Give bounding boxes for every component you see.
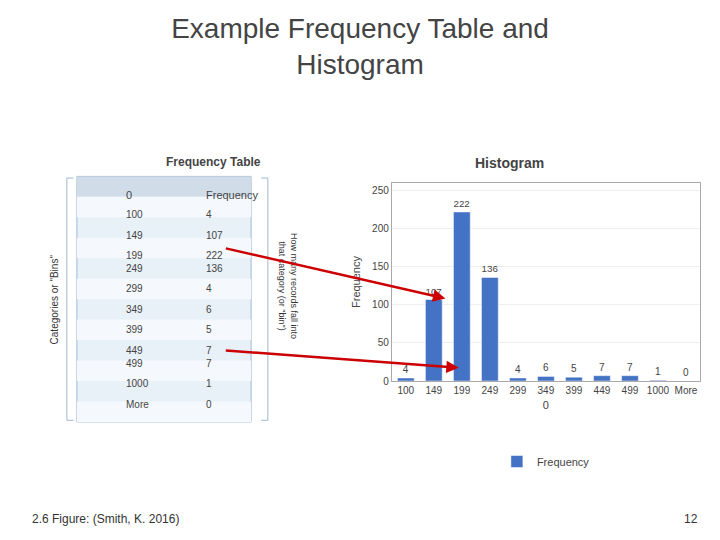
- svg-text:50: 50: [378, 337, 390, 348]
- svg-text:249: 249: [126, 263, 143, 274]
- svg-text:399: 399: [126, 324, 143, 335]
- svg-text:449: 449: [126, 345, 143, 356]
- svg-text:0: 0: [543, 399, 549, 411]
- svg-text:199: 199: [126, 250, 143, 261]
- svg-text:0: 0: [126, 189, 132, 201]
- svg-text:Frequency: Frequency: [350, 256, 362, 308]
- svg-text:1: 1: [655, 366, 661, 377]
- svg-text:107: 107: [425, 286, 441, 297]
- svg-text:6: 6: [206, 304, 212, 315]
- svg-text:299: 299: [126, 283, 143, 294]
- svg-text:150: 150: [372, 261, 389, 272]
- svg-text:1000: 1000: [647, 385, 670, 396]
- svg-text:149: 149: [425, 385, 442, 396]
- svg-text:449: 449: [594, 385, 611, 396]
- svg-text:100: 100: [126, 209, 143, 220]
- svg-text:6: 6: [543, 362, 549, 373]
- svg-text:12: 12: [684, 512, 698, 526]
- svg-text:2.6 Figure: (Smith, K. 2016): 2.6 Figure: (Smith, K. 2016): [32, 512, 179, 526]
- svg-text:349: 349: [538, 385, 555, 396]
- svg-text:299: 299: [510, 385, 527, 396]
- svg-text:200: 200: [372, 223, 389, 234]
- svg-text:499: 499: [126, 358, 143, 369]
- svg-text:Example Frequency Table andHis: Example Frequency Table andHistogram: [171, 13, 549, 80]
- svg-text:1000: 1000: [126, 378, 149, 389]
- svg-text:349: 349: [126, 304, 143, 315]
- svg-text:More: More: [675, 385, 698, 396]
- svg-text:Frequency: Frequency: [206, 189, 258, 201]
- svg-text:100: 100: [397, 385, 414, 396]
- svg-text:249: 249: [482, 385, 499, 396]
- svg-text:Frequency Table: Frequency Table: [166, 155, 261, 169]
- svg-text:399: 399: [566, 385, 583, 396]
- svg-text:More: More: [126, 399, 149, 410]
- svg-text:7: 7: [206, 358, 212, 369]
- svg-text:0: 0: [383, 376, 389, 387]
- svg-text:Histogram: Histogram: [475, 155, 544, 171]
- svg-text:Categories or "Bins": Categories or "Bins": [49, 255, 60, 345]
- svg-text:0: 0: [683, 367, 689, 378]
- svg-text:5: 5: [571, 363, 577, 374]
- svg-text:149: 149: [126, 230, 143, 241]
- svg-text:107: 107: [206, 230, 223, 241]
- svg-text:136: 136: [206, 263, 223, 274]
- svg-text:0: 0: [206, 399, 212, 410]
- svg-text:100: 100: [372, 299, 389, 310]
- svg-text:7: 7: [599, 362, 605, 373]
- svg-text:4: 4: [206, 283, 212, 294]
- svg-text:Frequency: Frequency: [537, 456, 589, 468]
- svg-text:4: 4: [515, 364, 521, 375]
- svg-text:7: 7: [627, 362, 633, 373]
- svg-text:4: 4: [206, 209, 212, 220]
- svg-text:499: 499: [622, 385, 639, 396]
- svg-text:222: 222: [206, 250, 223, 261]
- svg-text:222: 222: [453, 198, 469, 209]
- svg-text:199: 199: [454, 385, 471, 396]
- svg-text:1: 1: [206, 378, 212, 389]
- svg-text:5: 5: [206, 324, 212, 335]
- svg-text:136: 136: [481, 263, 498, 274]
- svg-text:4: 4: [403, 364, 409, 375]
- svg-text:How many records fall intothat: How many records fall intothat category …: [277, 233, 299, 339]
- svg-text:250: 250: [372, 185, 389, 196]
- svg-text:7: 7: [206, 345, 212, 356]
